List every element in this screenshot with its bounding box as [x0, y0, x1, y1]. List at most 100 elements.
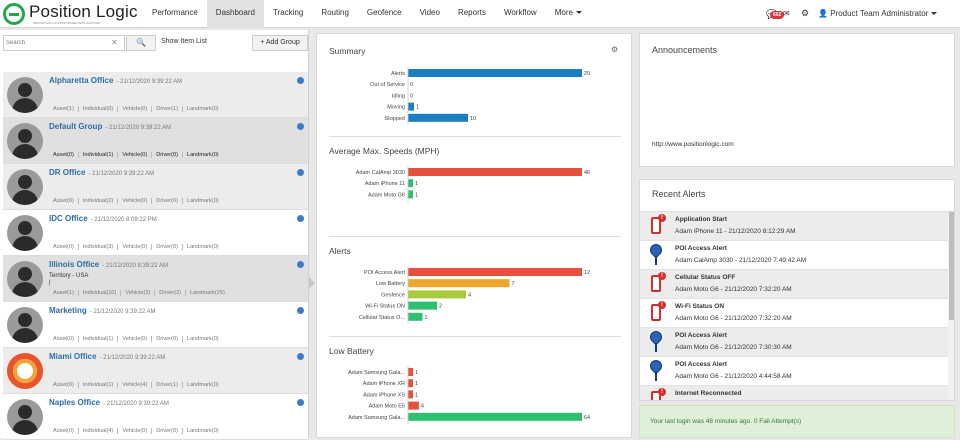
- settings-gear-icon[interactable]: ⚙: [611, 45, 619, 54]
- nav-item-geofence[interactable]: Geofence: [358, 0, 411, 28]
- chart-bar[interactable]: [408, 179, 413, 188]
- alert-row[interactable]: ! Cellular Status OFF Adam Moto G6 - 21/12…: [640, 270, 948, 299]
- group-count[interactable]: Individual(10): [77, 290, 121, 296]
- nav-item-dashboard[interactable]: Dashboard: [206, 0, 264, 28]
- group-count[interactable]: Landmark(0): [181, 106, 223, 112]
- group-count[interactable]: Vehicle(0): [117, 106, 151, 112]
- group-name[interactable]: Miami Office - 21/12/2020 9:39:22 AM: [49, 352, 165, 361]
- group-count[interactable]: Vehicle(0): [117, 244, 151, 250]
- group-count[interactable]: Asset(0): [53, 152, 74, 158]
- announcement-link[interactable]: http://www.positionlogic.com: [652, 141, 734, 148]
- group-count[interactable]: Landmark(0): [181, 198, 223, 204]
- group-row[interactable]: Illinois Office - 21/12/2020 8:39:22 AM Te…: [3, 256, 308, 302]
- chart-bar[interactable]: [408, 401, 419, 410]
- group-count[interactable]: Driver(1): [151, 382, 182, 388]
- group-count[interactable]: Driver(0): [151, 244, 182, 250]
- chart-bar[interactable]: [408, 290, 466, 299]
- group-row[interactable]: Miami Office - 21/12/2020 9:39:22 AM Asset…: [3, 348, 308, 394]
- group-name[interactable]: DR Office - 21/12/2020 9:39:22 AM: [49, 168, 154, 177]
- globe-icon[interactable]: [297, 77, 304, 84]
- notifications-button[interactable]: 💬 602: [766, 9, 785, 20]
- group-count[interactable]: Individual(0): [77, 106, 117, 112]
- group-count[interactable]: Driver(2): [154, 290, 185, 296]
- group-count[interactable]: Vehicle(0): [117, 152, 151, 158]
- group-count[interactable]: Individual(2): [77, 198, 117, 204]
- globe-icon[interactable]: [297, 215, 304, 222]
- group-count[interactable]: Driver(0): [151, 336, 182, 342]
- group-count[interactable]: Driver(1): [151, 106, 182, 112]
- group-count[interactable]: Vehicle(4): [117, 382, 151, 388]
- add-group-button[interactable]: + Add Group: [252, 35, 308, 51]
- alert-row[interactable]: ! Wi-Fi Status ON Adam Moto G6 - 21/12/202…: [640, 299, 948, 328]
- group-count[interactable]: Asset(0): [53, 428, 74, 434]
- group-count[interactable]: Asset(0): [53, 198, 74, 204]
- group-name[interactable]: Default Group - 21/12/2020 9:39:22 AM: [49, 122, 171, 131]
- group-count[interactable]: Individual(1): [77, 152, 117, 158]
- alert-row[interactable]: POI Access Alert Adam Moto G6 - 21/12/202…: [640, 328, 948, 357]
- user-menu[interactable]: 👤 Product Team Administrator: [818, 9, 938, 18]
- group-name[interactable]: Illinois Office - 21/12/2020 8:39:22 AM: [49, 260, 168, 269]
- chart-bar[interactable]: [408, 312, 423, 321]
- chart-bar[interactable]: [408, 268, 582, 276]
- group-count[interactable]: Driver(0): [151, 152, 182, 158]
- group-count[interactable]: Landmark(25): [185, 290, 229, 296]
- nav-item-tracking[interactable]: Tracking: [264, 0, 312, 28]
- group-name[interactable]: Alpharetta Office - 21/12/2020 9:39:22 AM: [49, 76, 182, 85]
- group-count[interactable]: Asset(0): [53, 382, 74, 388]
- alert-row[interactable]: POI Access Alert Adam Moto G6 - 21/12/202…: [640, 357, 948, 386]
- group-row[interactable]: DR Office - 21/12/2020 9:39:22 AM Asset(0)…: [3, 164, 308, 210]
- globe-icon[interactable]: [297, 399, 304, 406]
- group-count[interactable]: Individual(1): [77, 336, 117, 342]
- group-count[interactable]: Vehicle(0): [117, 336, 151, 342]
- group-count[interactable]: Vehicle(0): [117, 428, 151, 434]
- group-name[interactable]: IDC Office - 21/12/2020 8:09:22 PM: [49, 214, 157, 223]
- envelope-icon[interactable]: ✉: [783, 9, 790, 18]
- nav-item-routing[interactable]: Routing: [312, 0, 358, 28]
- search-input[interactable]: [6, 37, 106, 49]
- group-row[interactable]: IDC Office - 21/12/2020 8:09:22 PM Asset(0…: [3, 210, 308, 256]
- nav-item-video[interactable]: Video: [411, 0, 449, 28]
- chart-bar[interactable]: [408, 390, 413, 399]
- group-count[interactable]: Landmark(0): [181, 336, 223, 342]
- alerts-scrollbar[interactable]: [948, 212, 954, 400]
- show-item-list-link[interactable]: Show Item List: [161, 38, 207, 45]
- clear-search-icon[interactable]: ✕: [111, 38, 118, 47]
- group-count[interactable]: Landmark(0): [181, 244, 223, 250]
- alert-row[interactable]: POI Access Alert Adam CalAmp 3030 - 21/12…: [640, 241, 948, 270]
- chart-bar[interactable]: [408, 102, 414, 111]
- nav-item-more[interactable]: More: [546, 0, 591, 28]
- alert-row[interactable]: ! Application Start Adam iPhone 11 - 21/12…: [640, 212, 948, 241]
- group-name[interactable]: Naples Office - 21/12/2020 9:39:22 AM: [49, 398, 169, 407]
- group-row[interactable]: Marketing - 21/12/2020 9:39:22 AM Asset(0)…: [3, 302, 308, 348]
- chart-bar[interactable]: [408, 190, 413, 199]
- nav-item-performance[interactable]: Performance: [143, 0, 207, 28]
- group-count[interactable]: Driver(0): [151, 428, 182, 434]
- globe-icon[interactable]: [297, 123, 304, 130]
- scrollbar-thumb[interactable]: [949, 212, 954, 320]
- group-count[interactable]: Asset(0): [53, 336, 74, 342]
- group-row[interactable]: Alpharetta Office - 21/12/2020 9:39:22 AM…: [3, 72, 308, 118]
- group-count[interactable]: Asset(1): [53, 106, 74, 112]
- chart-bar[interactable]: [408, 69, 582, 77]
- chart-bar[interactable]: [408, 113, 468, 122]
- globe-icon[interactable]: [297, 307, 304, 314]
- gear-icon[interactable]: ⚙: [801, 8, 810, 18]
- group-count[interactable]: Individual(4): [77, 428, 117, 434]
- nav-item-workflow[interactable]: Workflow: [495, 0, 546, 28]
- chart-bar[interactable]: [408, 301, 437, 310]
- group-count[interactable]: Driver(0): [151, 198, 182, 204]
- group-name[interactable]: Marketing - 21/12/2020 9:39:22 AM: [49, 306, 156, 315]
- group-count[interactable]: Landmark(0): [181, 152, 223, 158]
- group-count[interactable]: Landmark(0): [181, 382, 223, 388]
- group-count[interactable]: Individual(3): [77, 244, 117, 250]
- chart-bar[interactable]: [408, 368, 413, 376]
- chart-bar[interactable]: [408, 379, 413, 388]
- group-count[interactable]: Asset(0): [53, 244, 74, 250]
- position-logic-logo[interactable]: Position Logic INNOVATIVE LOCATION BASED…: [3, 2, 143, 26]
- group-count[interactable]: Individual(1): [77, 382, 117, 388]
- group-count[interactable]: Vehicle(2): [120, 290, 154, 296]
- group-row[interactable]: Naples Office - 21/12/2020 9:39:22 AM Asse…: [3, 394, 308, 440]
- chart-bar[interactable]: [408, 412, 582, 421]
- group-row[interactable]: Default Group - 21/12/2020 9:39:22 AM Asse…: [3, 118, 308, 164]
- globe-icon[interactable]: [297, 169, 304, 176]
